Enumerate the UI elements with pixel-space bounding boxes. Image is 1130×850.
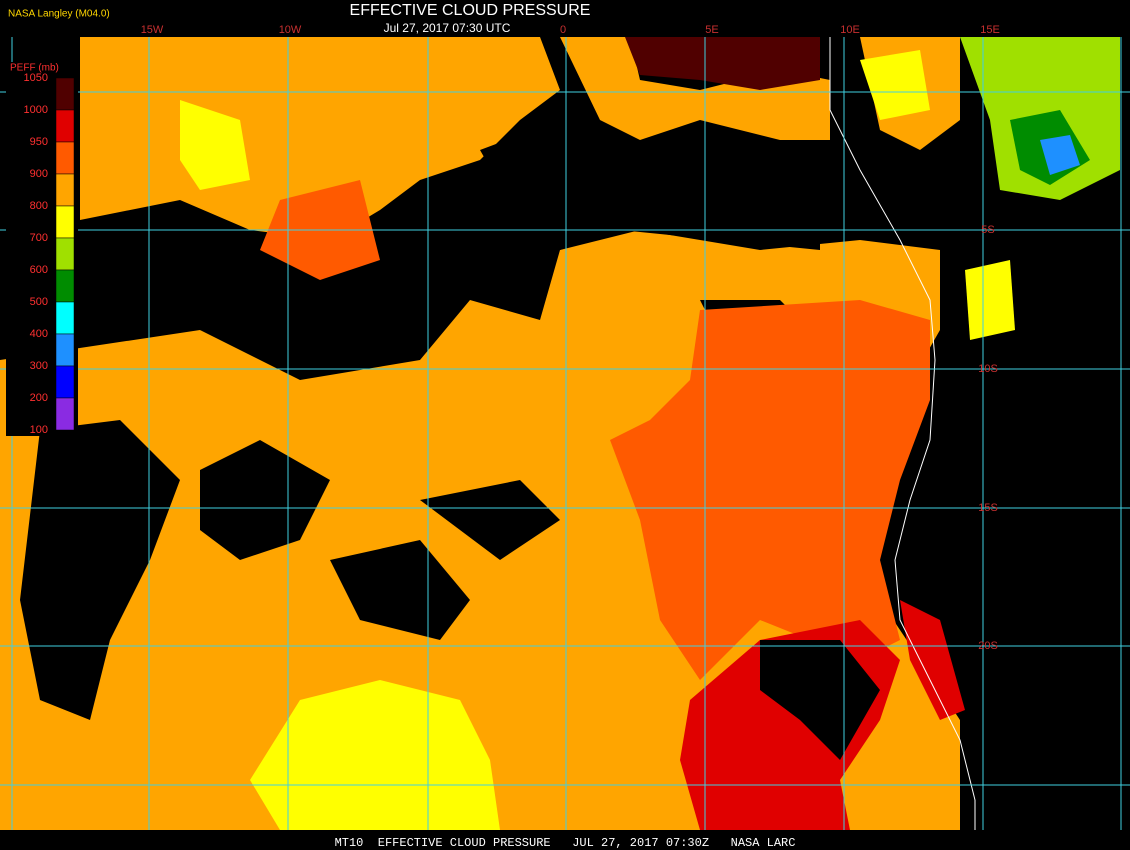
longitude-label: 10E — [840, 24, 860, 36]
legend-label: 1000 — [24, 104, 48, 116]
legend-label: 400 — [30, 328, 48, 340]
longitude-label: 0 — [560, 24, 566, 36]
clear-sky — [200, 440, 330, 560]
legend-swatch — [55, 333, 75, 367]
latitude-label: 5S — [981, 224, 994, 236]
title: EFFECTIVE CLOUD PRESSURE — [350, 2, 591, 19]
latitude-label: 20S — [978, 640, 998, 652]
legend-swatch — [55, 205, 75, 239]
credit: NASA Langley (M04.0) — [8, 9, 110, 20]
legend-label: 600 — [30, 264, 48, 276]
legend-label: 700 — [30, 232, 48, 244]
clear-sky — [760, 640, 880, 760]
cloud-region — [1040, 135, 1080, 175]
clear-sky — [900, 230, 1130, 830]
legend-swatch — [55, 301, 75, 335]
legend-label: 500 — [30, 296, 48, 308]
cloud-region — [250, 680, 500, 830]
legend-swatch — [55, 109, 75, 143]
graticule — [0, 37, 1130, 830]
cloud-field — [0, 37, 1130, 830]
legend-label: 100 — [30, 424, 48, 436]
legend-swatch — [55, 173, 75, 207]
cloud-region — [560, 37, 830, 140]
header-bar — [0, 0, 1130, 36]
cloud-region — [180, 100, 250, 190]
longitude-label: 15W — [141, 24, 164, 36]
longitude-label: 10W — [279, 24, 302, 36]
cloud-region — [610, 300, 930, 680]
latitude-label: 10S — [978, 363, 998, 375]
legend-label: 950 — [30, 136, 48, 148]
latitude-label: 15S — [978, 502, 998, 514]
legend-label: 800 — [30, 200, 48, 212]
legend-swatch — [55, 365, 75, 399]
legend-label: 1050 — [24, 72, 48, 84]
legend-swatch — [55, 77, 75, 111]
legend-label: 200 — [30, 392, 48, 404]
clear-sky — [420, 480, 560, 560]
legend-title: PEFF (mb) — [10, 63, 59, 74]
cloud-region — [625, 37, 820, 90]
legend-label: 300 — [30, 360, 48, 372]
legend-label: 900 — [30, 168, 48, 180]
footer-bar — [0, 831, 1130, 850]
clear-sky — [330, 540, 470, 640]
cloud-region — [900, 600, 965, 720]
cloud-region — [965, 260, 1015, 340]
footer: MT10 EFFECTIVE CLOUD PRESSURE JUL 27, 20… — [335, 836, 796, 850]
longitude-label: 5E — [705, 24, 718, 36]
legend-swatch — [55, 141, 75, 175]
coastline — [829, 37, 976, 830]
longitude-label: 15E — [980, 24, 1000, 36]
legend-swatch — [55, 397, 75, 431]
clear-sky — [20, 420, 180, 720]
legend-swatch — [55, 269, 75, 303]
cloud-region — [860, 50, 930, 120]
clear-sky — [480, 120, 820, 250]
legend-swatch — [55, 237, 75, 271]
subtitle: Jul 27, 2017 07:30 UTC — [384, 21, 511, 35]
